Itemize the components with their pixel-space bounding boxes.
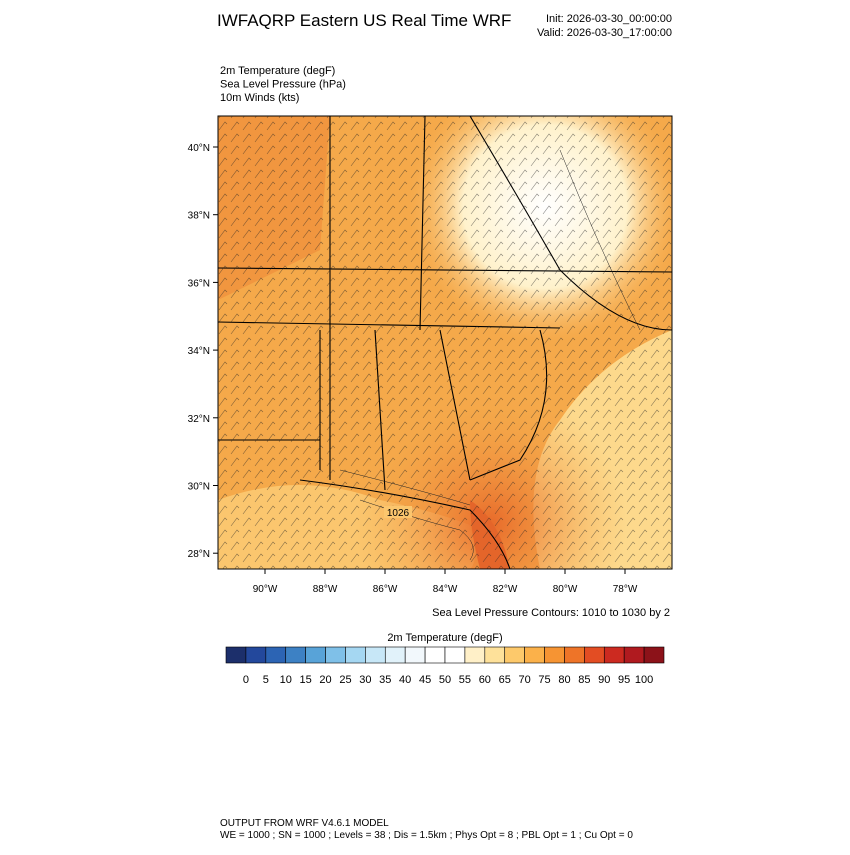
colorbar-label: 95 <box>618 674 630 686</box>
colorbar-swatch <box>444 646 466 664</box>
title: IWFAQRP Eastern US Real Time WRF <box>217 11 511 30</box>
colorbar-swatch <box>584 646 605 664</box>
colorbar-swatch <box>225 646 247 664</box>
colorbar-title: 2m Temperature (degF) <box>387 632 502 644</box>
colorbar-label: 30 <box>359 674 371 686</box>
colorbar-swatch <box>424 646 446 664</box>
colorbar-swatch <box>325 646 346 664</box>
colorbar-label: 60 <box>479 674 491 686</box>
lat-label: 36°N <box>188 278 210 289</box>
footer-line: WE = 1000 ; SN = 1000 ; Levels = 38 ; Di… <box>220 830 633 841</box>
field-label: 2m Temperature (degF) <box>220 65 335 77</box>
init-time: Init: 2026-03-30_00:00:00 <box>546 13 672 25</box>
colorbar-label: 5 <box>263 674 269 686</box>
colorbar-label: 55 <box>459 674 471 686</box>
lat-label: 28°N <box>188 549 210 560</box>
colorbar-swatch <box>464 646 486 664</box>
colorbar-swatch <box>404 646 426 664</box>
colorbar-label: 35 <box>379 674 391 686</box>
colorbar-swatch <box>285 646 306 664</box>
colorbar-label: 0 <box>243 674 249 686</box>
valid-time: Valid: 2026-03-30_17:00:00 <box>537 27 672 39</box>
lon-label: 82°W <box>493 584 518 595</box>
colorbar-swatch <box>623 646 645 664</box>
colorbar-label: 15 <box>300 674 312 686</box>
colorbar-swatch <box>524 646 545 664</box>
lon-label: 78°W <box>613 584 638 595</box>
lon-label: 80°W <box>553 584 578 595</box>
lat-label: 30°N <box>188 482 210 493</box>
colorbar-swatch <box>265 646 287 664</box>
lon-label: 90°W <box>253 584 278 595</box>
colorbar-label: 75 <box>538 674 550 686</box>
colorbar-label: 40 <box>399 674 411 686</box>
field-label: 10m Winds (kts) <box>220 92 299 104</box>
colorbar-label: 10 <box>280 674 292 686</box>
lat-label: 40°N <box>188 143 210 154</box>
contour-label: 1026 <box>387 508 410 519</box>
colorbar-label: 25 <box>339 674 351 686</box>
colorbar-swatch <box>603 646 625 664</box>
lon-label: 84°W <box>433 584 458 595</box>
colorbar-swatch <box>245 646 267 664</box>
colorbar-swatch <box>365 646 386 664</box>
colorbar-swatch <box>345 646 366 664</box>
colorbar-swatch <box>564 646 585 664</box>
map-field: 1026 <box>218 116 672 569</box>
lat-label: 38°N <box>188 211 210 222</box>
contour-note: Sea Level Pressure Contours: 1010 to 103… <box>432 607 670 619</box>
colorbar-swatch <box>384 646 406 664</box>
colorbar-label: 50 <box>439 674 451 686</box>
field-label: Sea Level Pressure (hPa) <box>220 79 346 91</box>
lon-label: 88°W <box>313 584 338 595</box>
lon-label: 86°W <box>373 584 398 595</box>
colorbar-label: 85 <box>578 674 590 686</box>
colorbar-label: 65 <box>499 674 511 686</box>
colorbar-label: 45 <box>419 674 431 686</box>
colorbar-label: 70 <box>519 674 531 686</box>
colorbar-swatch <box>484 646 506 664</box>
colorbar-swatch <box>643 646 665 664</box>
colorbar-swatch <box>305 646 326 664</box>
colorbar-label: 20 <box>319 674 331 686</box>
lat-label: 34°N <box>188 346 210 357</box>
colorbar-label: 90 <box>598 674 610 686</box>
lat-label: 32°N <box>188 414 210 425</box>
colorbar-label: 80 <box>558 674 570 686</box>
colorbar-swatch <box>504 646 525 664</box>
footer-line: OUTPUT FROM WRF V4.6.1 MODEL <box>220 818 389 829</box>
colorbar-swatch <box>544 646 565 664</box>
colorbar-label: 100 <box>635 674 653 686</box>
